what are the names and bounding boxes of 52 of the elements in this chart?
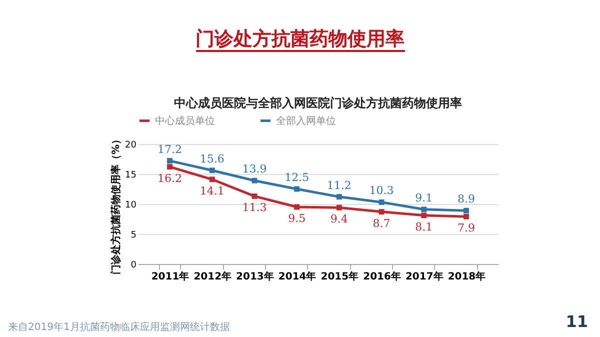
chart-title: 门诊处方抗菌药物使用率 [196, 28, 404, 52]
x-tick-label: 2016年 [363, 270, 401, 282]
data-label: 11.3 [242, 201, 267, 214]
point [209, 168, 215, 174]
y-tick-label: 15 [125, 170, 136, 180]
data-label: 9.4 [330, 212, 348, 226]
data-label: 11.2 [326, 178, 352, 192]
legend-label: 中心成员单位 [155, 114, 215, 127]
x-tick-label: 2017年 [405, 270, 444, 282]
x-tick-label: 2012年 [194, 270, 232, 282]
y-tick-label: 10 [125, 200, 137, 210]
data-label: 10.3 [369, 184, 394, 198]
point [421, 212, 427, 218]
x-tick-label: 2014年 [278, 270, 316, 282]
data-label: 9.1 [415, 191, 433, 204]
y-tick-label: 5 [130, 230, 136, 240]
chart-subtitle: 中心成员医院与全部入网医院门诊处方抗菌药物使用率 [174, 96, 462, 110]
point [463, 208, 469, 214]
point [336, 194, 342, 200]
text: 来自2019年1月抗菌药物临床应用监测网统计数据 [8, 320, 230, 334]
point [167, 158, 173, 164]
data-label: 14.1 [200, 184, 224, 198]
point [421, 206, 427, 212]
y-tick-label: 0 [130, 260, 137, 270]
point [209, 176, 215, 182]
y-axis-title: 门诊处方抗菌药物使用率（%） [110, 134, 122, 275]
point [463, 214, 469, 220]
data-label: 8.7 [372, 216, 390, 230]
y-tick-label: 20 [125, 140, 137, 150]
legend-label: 全部入网单位 [276, 114, 336, 127]
text: 11 [566, 312, 588, 331]
data-label: 9.5 [288, 212, 306, 225]
point [294, 204, 300, 210]
data-label: 13.9 [242, 162, 267, 176]
data-label: 8.9 [457, 192, 475, 206]
point [167, 164, 173, 170]
data-label: 7.9 [457, 222, 475, 235]
data-label: 8.1 [415, 220, 433, 234]
x-tick-label: 2013年 [236, 270, 274, 282]
point [294, 186, 300, 192]
x-tick-label: 2018年 [448, 270, 486, 282]
point [378, 209, 384, 215]
x-tick-label: 2015年 [320, 270, 359, 282]
point [252, 193, 258, 199]
x-tick-label: 2011年 [151, 270, 190, 282]
data-label: 12.5 [284, 171, 310, 184]
data-label: 16.2 [158, 172, 182, 185]
point [252, 178, 258, 184]
data-label: 15.6 [200, 152, 224, 166]
data-label: 17.2 [158, 142, 182, 156]
point [336, 204, 342, 210]
point [378, 199, 384, 205]
